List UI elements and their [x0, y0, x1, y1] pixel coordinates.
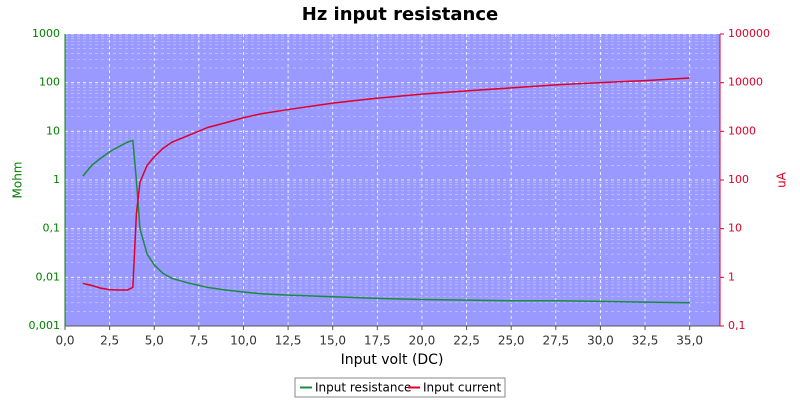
- y-tick-label: 0,001: [29, 319, 61, 332]
- data-line: [82, 77, 690, 291]
- y2-tick-label: 1000: [728, 124, 756, 137]
- x-tick-label: 5,0: [145, 334, 164, 348]
- legend-label: Input resistance: [315, 381, 411, 395]
- y-tick-label: 1000: [32, 27, 60, 40]
- x-tick-label: 12,5: [275, 334, 302, 348]
- x-tick-label: 27,5: [542, 334, 569, 348]
- data-line: [82, 139, 690, 304]
- x-tick-label: 20,0: [409, 334, 436, 348]
- y-tick-label: 0,01: [36, 270, 61, 283]
- y2-tick-label: 100000: [728, 27, 770, 40]
- x-tick-label: 17,5: [364, 334, 391, 348]
- x-tick-label: 32,5: [632, 334, 659, 348]
- y-tick-label: 0,1: [43, 222, 61, 235]
- x-axis-label: Input volt (DC): [341, 352, 444, 368]
- y2-tick-label: 1: [728, 270, 735, 283]
- x-tick-label: 2,5: [100, 334, 119, 348]
- x-tick-label: 7,5: [189, 334, 208, 348]
- y2-tick-label: 10000: [728, 76, 763, 89]
- y-tick-label: 1: [53, 173, 60, 186]
- x-tick-label: 25,0: [498, 334, 525, 348]
- chart-title: Hz input resistance: [302, 4, 499, 25]
- y2-axis-label: uA: [775, 171, 789, 188]
- x-tick-label: 15,0: [319, 334, 346, 348]
- legend-box: [294, 377, 506, 398]
- y-tick-label: 100: [39, 76, 60, 89]
- x-tick-label: 22,5: [453, 334, 480, 348]
- x-tick-label: 35,0: [676, 334, 703, 348]
- y-axis-label: Mohm: [11, 162, 25, 199]
- y2-tick-label: 100: [728, 173, 749, 186]
- y2-tick-label: 10: [728, 222, 742, 235]
- x-tick-label: 30,0: [587, 334, 614, 348]
- x-tick-label: 0,0: [55, 334, 74, 348]
- y2-tick-label: 0,1: [728, 319, 746, 332]
- legend-label: Input current: [423, 381, 501, 395]
- x-tick-label: 10,0: [230, 334, 257, 348]
- y-tick-label: 10: [46, 124, 60, 137]
